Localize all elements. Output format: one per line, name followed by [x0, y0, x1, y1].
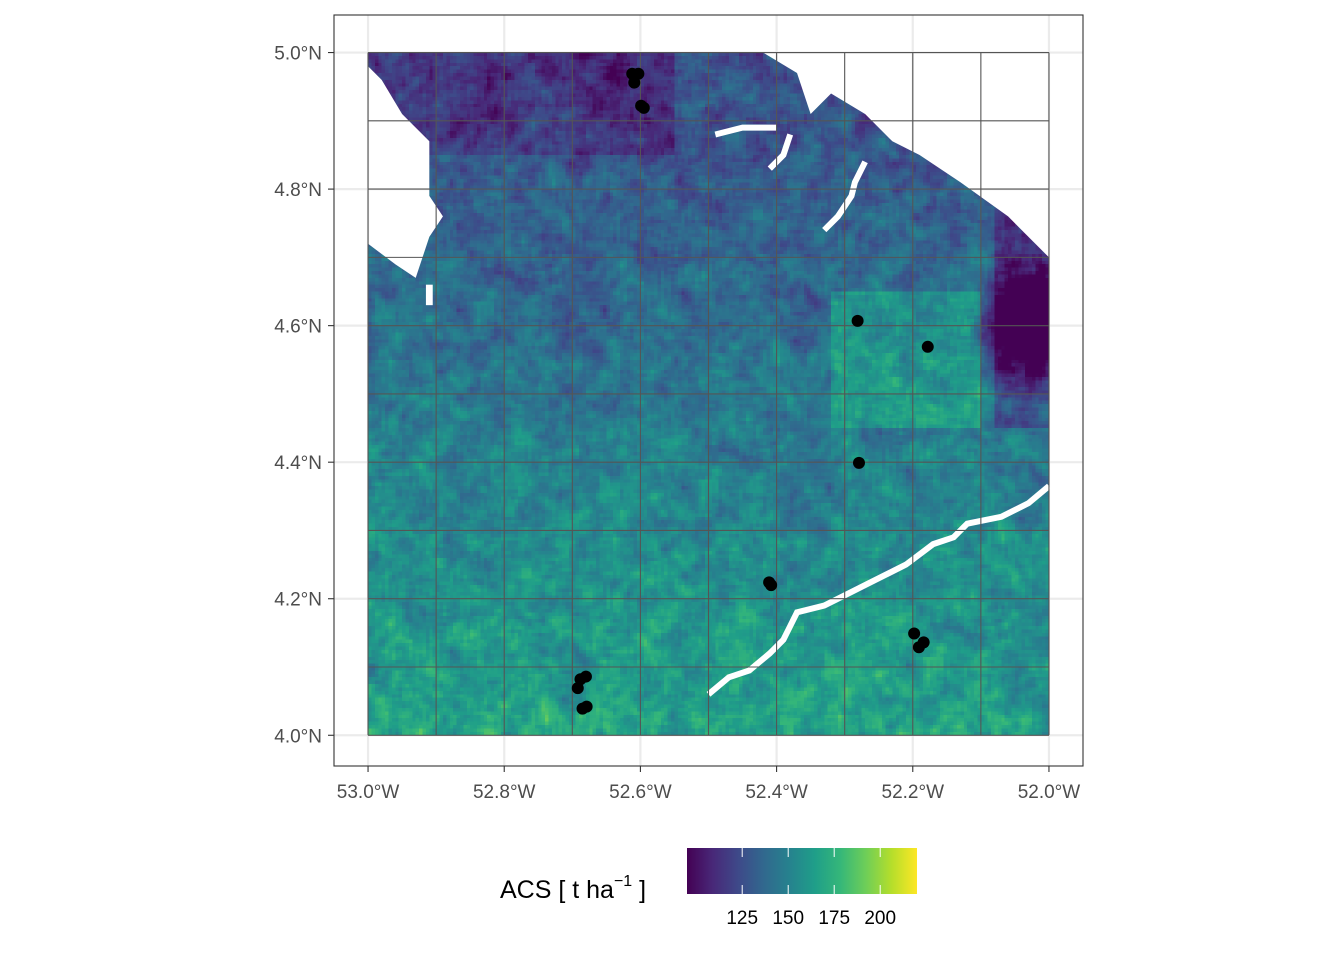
- x-tick-label: 52.0°W: [1018, 782, 1081, 803]
- y-tick-label: 4.6°N: [274, 317, 322, 338]
- nodata-gaps: [402, 124, 1051, 697]
- legend-ticks: 125 150 175 200: [726, 848, 896, 929]
- legend: ACS [ t ha−1 ] 125 150 175 200: [500, 848, 917, 929]
- y-tick-label: 4.0°N: [274, 726, 322, 747]
- y-axis: 4.0°N 4.2°N 4.4°N 4.6°N 4.8°N 5.0°N: [274, 44, 334, 747]
- nodata-line: [706, 483, 1051, 697]
- plot-point: [852, 456, 865, 469]
- legend-colorbar: [687, 848, 917, 894]
- nodata-line: [714, 124, 777, 138]
- plot-point: [765, 579, 778, 592]
- tile-grid: [367, 51, 1050, 736]
- plot-point: [571, 682, 584, 695]
- y-tick-label: 4.2°N: [274, 590, 322, 611]
- x-tick-label: 52.8°W: [473, 782, 536, 803]
- plot-point: [637, 101, 650, 114]
- y-tick-label: 4.4°N: [274, 453, 322, 474]
- y-tick-label: 4.8°N: [274, 180, 322, 201]
- legend-tick-label: 125: [726, 908, 758, 929]
- x-tick-label: 52.4°W: [745, 782, 808, 803]
- plot-point: [628, 76, 641, 89]
- nodata-patch: [402, 236, 416, 258]
- plot-point: [921, 340, 934, 353]
- legend-tick-label: 200: [864, 908, 896, 929]
- x-tick-label: 52.6°W: [609, 782, 672, 803]
- plot-point: [576, 702, 589, 715]
- plot-points: [571, 67, 934, 715]
- plot-point: [908, 627, 921, 640]
- plot-point: [912, 641, 925, 654]
- x-tick-label: 52.2°W: [882, 782, 945, 803]
- y-tick-label: 5.0°N: [274, 44, 322, 65]
- nodata-line: [767, 133, 794, 171]
- nodata-line: [822, 160, 868, 233]
- nodata-patch: [425, 284, 433, 306]
- panel-border: [333, 14, 1084, 767]
- legend-title: ACS [ t ha−1 ]: [500, 873, 646, 904]
- x-axis: 53.0°W 52.8°W 52.6°W 52.4°W 52.2°W 52.0°W: [337, 766, 1080, 803]
- plot-point: [851, 314, 864, 327]
- legend-tick-label: 150: [772, 908, 804, 929]
- map-panel: [333, 14, 1084, 767]
- legend-tick-label: 175: [818, 908, 850, 929]
- x-tick-label: 53.0°W: [337, 782, 400, 803]
